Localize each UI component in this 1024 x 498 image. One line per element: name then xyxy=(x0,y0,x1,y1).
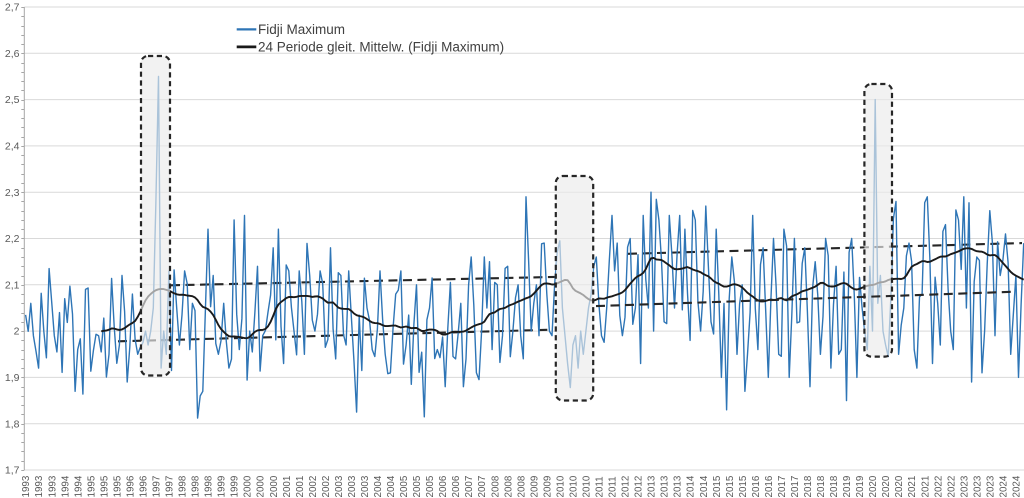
svg-text:2013: 2013 xyxy=(647,475,658,497)
svg-text:Fidji Maximum: Fidji Maximum xyxy=(258,22,345,37)
svg-text:2008: 2008 xyxy=(503,475,514,497)
svg-text:1994: 1994 xyxy=(73,475,84,497)
svg-text:2012: 2012 xyxy=(634,476,645,498)
svg-text:2018: 2018 xyxy=(829,475,840,497)
svg-text:2,1: 2,1 xyxy=(5,279,20,291)
svg-text:2018: 2018 xyxy=(816,475,827,497)
svg-text:1998: 1998 xyxy=(191,475,202,497)
svg-text:2020: 2020 xyxy=(868,475,879,497)
svg-text:2: 2 xyxy=(14,326,20,338)
svg-text:2,3: 2,3 xyxy=(5,187,20,199)
svg-text:2019: 2019 xyxy=(842,476,853,498)
svg-text:1993: 1993 xyxy=(47,475,58,497)
svg-text:2020: 2020 xyxy=(881,475,892,497)
svg-text:2005: 2005 xyxy=(412,475,423,497)
svg-text:2021: 2021 xyxy=(920,476,931,498)
svg-text:2005: 2005 xyxy=(399,475,410,497)
svg-text:2013: 2013 xyxy=(660,475,671,497)
svg-text:1997: 1997 xyxy=(165,476,176,498)
svg-text:1993: 1993 xyxy=(21,475,32,497)
svg-text:2010: 2010 xyxy=(569,475,580,497)
svg-text:2001: 2001 xyxy=(295,476,306,498)
svg-text:1996: 1996 xyxy=(139,475,150,497)
svg-text:1995: 1995 xyxy=(112,475,123,497)
svg-text:1,7: 1,7 xyxy=(5,465,20,477)
svg-text:2006: 2006 xyxy=(451,475,462,497)
svg-text:2011: 2011 xyxy=(595,476,606,497)
svg-text:2006: 2006 xyxy=(438,475,449,497)
svg-text:2021: 2021 xyxy=(907,476,918,498)
svg-text:2003: 2003 xyxy=(347,475,358,497)
svg-text:2022: 2022 xyxy=(946,476,957,498)
svg-text:2009: 2009 xyxy=(529,476,540,498)
svg-text:2024: 2024 xyxy=(1012,475,1023,497)
svg-text:1993: 1993 xyxy=(34,475,45,497)
svg-text:2,7: 2,7 xyxy=(5,2,20,14)
svg-text:2023: 2023 xyxy=(972,475,983,497)
svg-text:2007: 2007 xyxy=(477,476,488,498)
svg-text:2016: 2016 xyxy=(751,475,762,497)
svg-text:2012: 2012 xyxy=(621,476,632,498)
svg-text:2002: 2002 xyxy=(308,476,319,498)
svg-text:2014: 2014 xyxy=(699,475,710,497)
svg-text:2019: 2019 xyxy=(855,476,866,498)
svg-text:24 Periode gleit. Mittelw. (Fi: 24 Periode gleit. Mittelw. (Fidji Maximu… xyxy=(258,40,504,55)
svg-text:2001: 2001 xyxy=(282,476,293,498)
svg-text:1997: 1997 xyxy=(152,476,163,498)
svg-text:2008: 2008 xyxy=(490,475,501,497)
svg-text:1,8: 1,8 xyxy=(5,418,20,430)
svg-text:2,4: 2,4 xyxy=(5,141,20,153)
svg-text:2004: 2004 xyxy=(386,475,397,497)
svg-text:2011: 2011 xyxy=(608,476,619,497)
svg-text:2017: 2017 xyxy=(777,476,788,498)
svg-text:2003: 2003 xyxy=(360,475,371,497)
svg-text:2004: 2004 xyxy=(373,475,384,497)
svg-text:2022: 2022 xyxy=(933,476,944,498)
svg-text:2017: 2017 xyxy=(790,476,801,498)
svg-text:2002: 2002 xyxy=(321,476,332,498)
svg-text:2015: 2015 xyxy=(712,475,723,497)
svg-text:2023: 2023 xyxy=(985,475,996,497)
svg-text:1999: 1999 xyxy=(217,476,228,498)
svg-text:2020: 2020 xyxy=(894,475,905,497)
svg-text:2000: 2000 xyxy=(243,475,254,497)
svg-text:1999: 1999 xyxy=(230,476,241,498)
svg-text:2010: 2010 xyxy=(582,475,593,497)
svg-text:2008: 2008 xyxy=(516,475,527,497)
svg-text:1998: 1998 xyxy=(204,475,215,497)
svg-text:2010: 2010 xyxy=(555,475,566,497)
svg-text:1994: 1994 xyxy=(60,475,71,497)
svg-text:2023: 2023 xyxy=(959,475,970,497)
svg-text:2015: 2015 xyxy=(725,475,736,497)
svg-text:2009: 2009 xyxy=(542,476,553,498)
svg-text:2000: 2000 xyxy=(269,475,280,497)
svg-text:2013: 2013 xyxy=(673,475,684,497)
svg-text:2003: 2003 xyxy=(334,475,345,497)
svg-text:2000: 2000 xyxy=(256,475,267,497)
svg-text:1995: 1995 xyxy=(86,475,97,497)
svg-text:1,9: 1,9 xyxy=(5,372,20,384)
svg-text:2015: 2015 xyxy=(738,475,749,497)
svg-text:1996: 1996 xyxy=(125,475,136,497)
svg-text:2024: 2024 xyxy=(999,475,1010,497)
svg-text:2007: 2007 xyxy=(464,476,475,498)
svg-text:1995: 1995 xyxy=(99,475,110,497)
svg-text:2016: 2016 xyxy=(764,475,775,497)
svg-text:1998: 1998 xyxy=(178,475,189,497)
svg-text:2014: 2014 xyxy=(686,475,697,497)
svg-text:2,2: 2,2 xyxy=(5,233,20,245)
svg-text:2005: 2005 xyxy=(425,475,436,497)
svg-text:2,5: 2,5 xyxy=(5,94,20,106)
svg-text:2,6: 2,6 xyxy=(5,48,20,60)
svg-text:2018: 2018 xyxy=(803,475,814,497)
